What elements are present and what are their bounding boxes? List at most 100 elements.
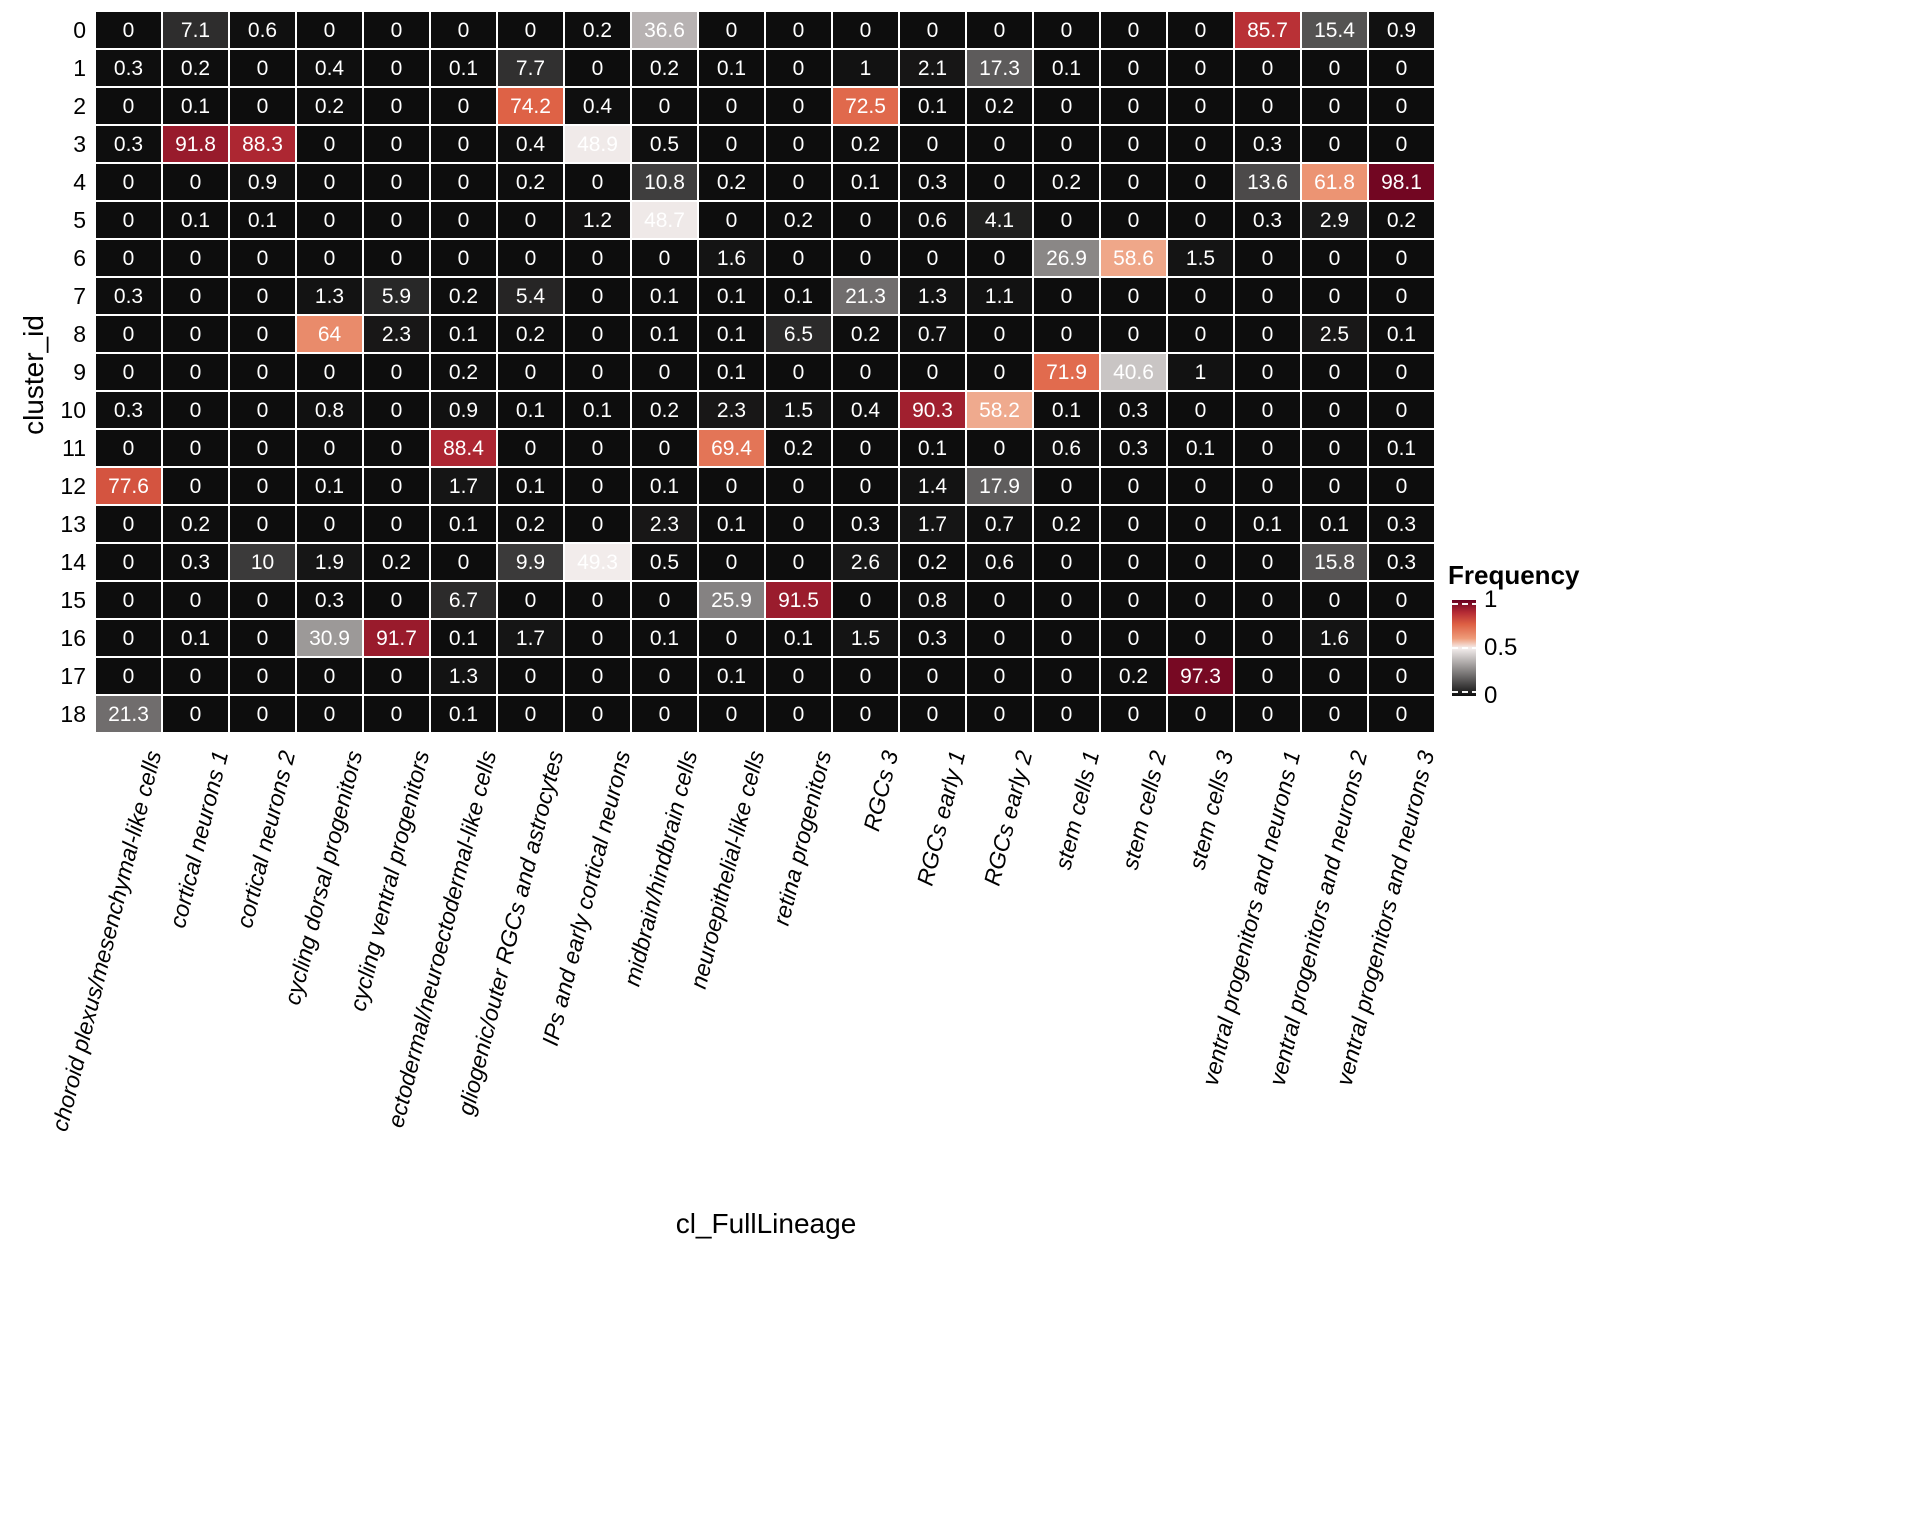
legend-tick-mark [1452,691,1476,693]
row-label: 13 [60,510,86,537]
heatmap-cell: 0.3 [297,582,362,618]
heatmap-cell: 0.2 [431,278,496,314]
heatmap-cell: 0 [699,126,764,162]
row-label: 8 [73,320,86,347]
heatmap-cell: 0.6 [967,544,1032,580]
heatmap-cell: 25.9 [699,582,764,618]
heatmap-cell: 2.9 [1302,202,1367,238]
row-label: 10 [60,396,86,423]
heatmap-cell: 0 [230,392,295,428]
heatmap-cell: 30.9 [297,620,362,656]
row-label: 15 [60,586,86,613]
heatmap-grid: 0 7.1 0.6 0 0 0 0 0.2 36.6 0 0 0 0 0 0 0 0 85.7 15.4 0.9 0.3… [96,12,1434,732]
heatmap-cell: 0 [565,240,630,276]
heatmap-cell: 0.4 [833,392,898,428]
heatmap-cell: 72.5 [833,88,898,124]
heatmap-cell: 10 [230,544,295,580]
heatmap-cell: 0 [1168,544,1233,580]
heatmap-cell: 0.6 [230,12,295,48]
heatmap-cell: 2.1 [900,50,965,86]
heatmap-cell: 0 [498,240,563,276]
heatmap-cell: 0 [833,582,898,618]
heatmap-cell: 0 [1302,278,1367,314]
heatmap-cell: 0 [1235,278,1300,314]
heatmap-cell: 0.7 [967,506,1032,542]
heatmap-cell: 0 [766,240,831,276]
heatmap-cell: 1.3 [900,278,965,314]
heatmap-cell: 0.2 [364,544,429,580]
heatmap-cell: 2.6 [833,544,898,580]
heatmap-cell: 0 [1034,468,1099,504]
heatmap-cell: 0.1 [699,278,764,314]
heatmap-cell: 0 [967,240,1032,276]
heatmap-cell: 1.5 [1168,240,1233,276]
heatmap-cell: 0 [1369,354,1434,390]
heatmap-cell: 0 [96,240,161,276]
heatmap-cell: 0 [1369,240,1434,276]
heatmap-cell: 0.1 [163,88,228,124]
heatmap-cell: 0 [900,12,965,48]
heatmap-cell: 0.1 [431,316,496,352]
heatmap-cell: 0 [833,468,898,504]
heatmap-cell: 0.2 [498,316,563,352]
heatmap-cell: 0 [96,620,161,656]
heatmap-cell: 0 [230,316,295,352]
heatmap-cell: 0 [96,202,161,238]
heatmap-cell: 9.9 [498,544,563,580]
heatmap-cell: 0 [1235,50,1300,86]
heatmap-cell: 91.7 [364,620,429,656]
heatmap-cell: 0 [632,582,697,618]
heatmap-cell: 0 [1034,88,1099,124]
legend-title: Frequency [1448,560,1580,590]
heatmap-cell: 0 [1302,354,1367,390]
heatmap-cell: 0.1 [833,164,898,200]
heatmap-cell: 0 [1101,468,1166,504]
heatmap-cell: 91.8 [163,126,228,162]
heatmap-cell: 0 [833,658,898,694]
heatmap-cell: 0.7 [900,316,965,352]
column-label: ventral progenitors and neurons 2 [1263,748,1373,1089]
heatmap-cell: 0 [1101,544,1166,580]
heatmap-cell: 1 [833,50,898,86]
heatmap-cell: 0.2 [967,88,1032,124]
heatmap-cell: 0 [1302,50,1367,86]
column-label: ventral progenitors and neurons 3 [1330,748,1440,1089]
heatmap-cell: 0.1 [1369,316,1434,352]
heatmap-cell: 17.3 [967,50,1032,86]
heatmap-cell: 0 [364,164,429,200]
heatmap-cell: 0 [163,240,228,276]
heatmap-cell: 0.1 [632,468,697,504]
heatmap-cell: 0.1 [230,202,295,238]
heatmap-cell: 1 [1168,354,1233,390]
heatmap-cell: 0 [230,88,295,124]
heatmap-cell: 0 [364,430,429,466]
heatmap-cell: 0 [1101,50,1166,86]
heatmap-cell: 0.3 [96,278,161,314]
heatmap-cell: 0 [364,88,429,124]
heatmap-cell: 0 [163,164,228,200]
heatmap-cell: 0 [1369,88,1434,124]
heatmap-cell: 0.2 [565,12,630,48]
heatmap-cell: 0 [364,658,429,694]
heatmap-cell: 0 [766,126,831,162]
heatmap-cell: 0 [1101,164,1166,200]
heatmap-cell: 0 [1235,620,1300,656]
heatmap-cell: 0 [1235,88,1300,124]
heatmap-cell: 2.3 [699,392,764,428]
heatmap-cell: 0.9 [431,392,496,428]
row-label: 1 [73,54,86,81]
heatmap-cell: 0.4 [565,88,630,124]
heatmap-cell: 0 [1034,12,1099,48]
heatmap-cell: 0.1 [1034,50,1099,86]
heatmap-cell: 0 [163,354,228,390]
heatmap-cell: 0.2 [1101,658,1166,694]
heatmap-cell: 49.3 [565,544,630,580]
heatmap-cell: 85.7 [1235,12,1300,48]
heatmap-cell: 64 [297,316,362,352]
heatmap-cell: 0.1 [632,620,697,656]
heatmap-cell: 0 [967,316,1032,352]
heatmap-cell: 0 [498,658,563,694]
heatmap-cell: 0.8 [297,392,362,428]
heatmap-cell: 0 [498,12,563,48]
heatmap-cell: 0 [163,468,228,504]
